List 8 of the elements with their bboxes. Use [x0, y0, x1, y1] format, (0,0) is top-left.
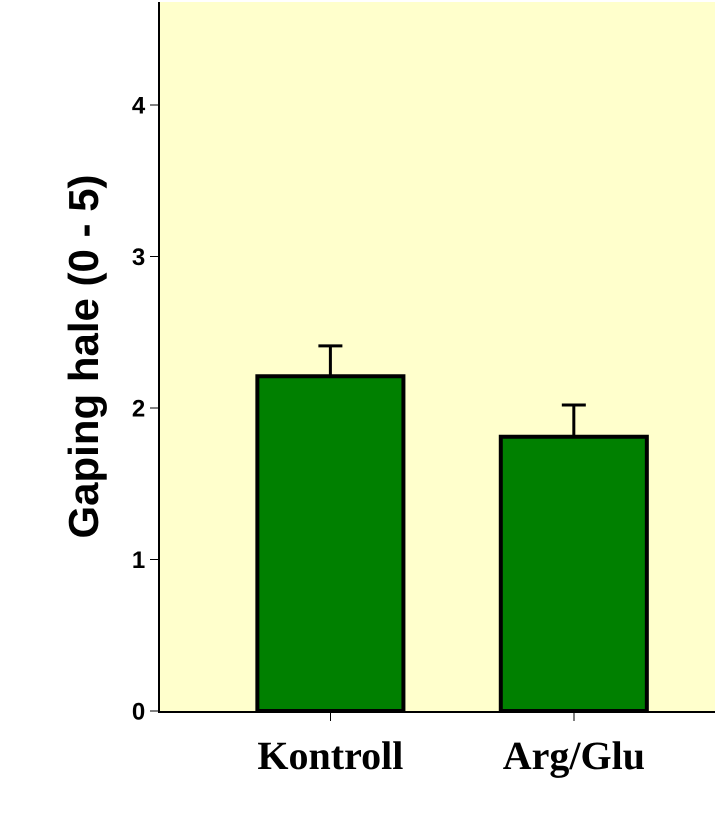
x-tick-label: Arg/Glu: [502, 733, 645, 778]
y-tick-label: 1: [132, 546, 146, 574]
y-tick-label: 2: [132, 395, 146, 422]
y-tick-label: 0: [132, 698, 146, 726]
y-tick-label: 3: [132, 244, 146, 271]
x-tick-label: Kontroll: [257, 733, 404, 778]
y-axis-title: Gaping hale (0 - 5): [60, 174, 108, 539]
y-tick-label: 4: [132, 92, 146, 120]
